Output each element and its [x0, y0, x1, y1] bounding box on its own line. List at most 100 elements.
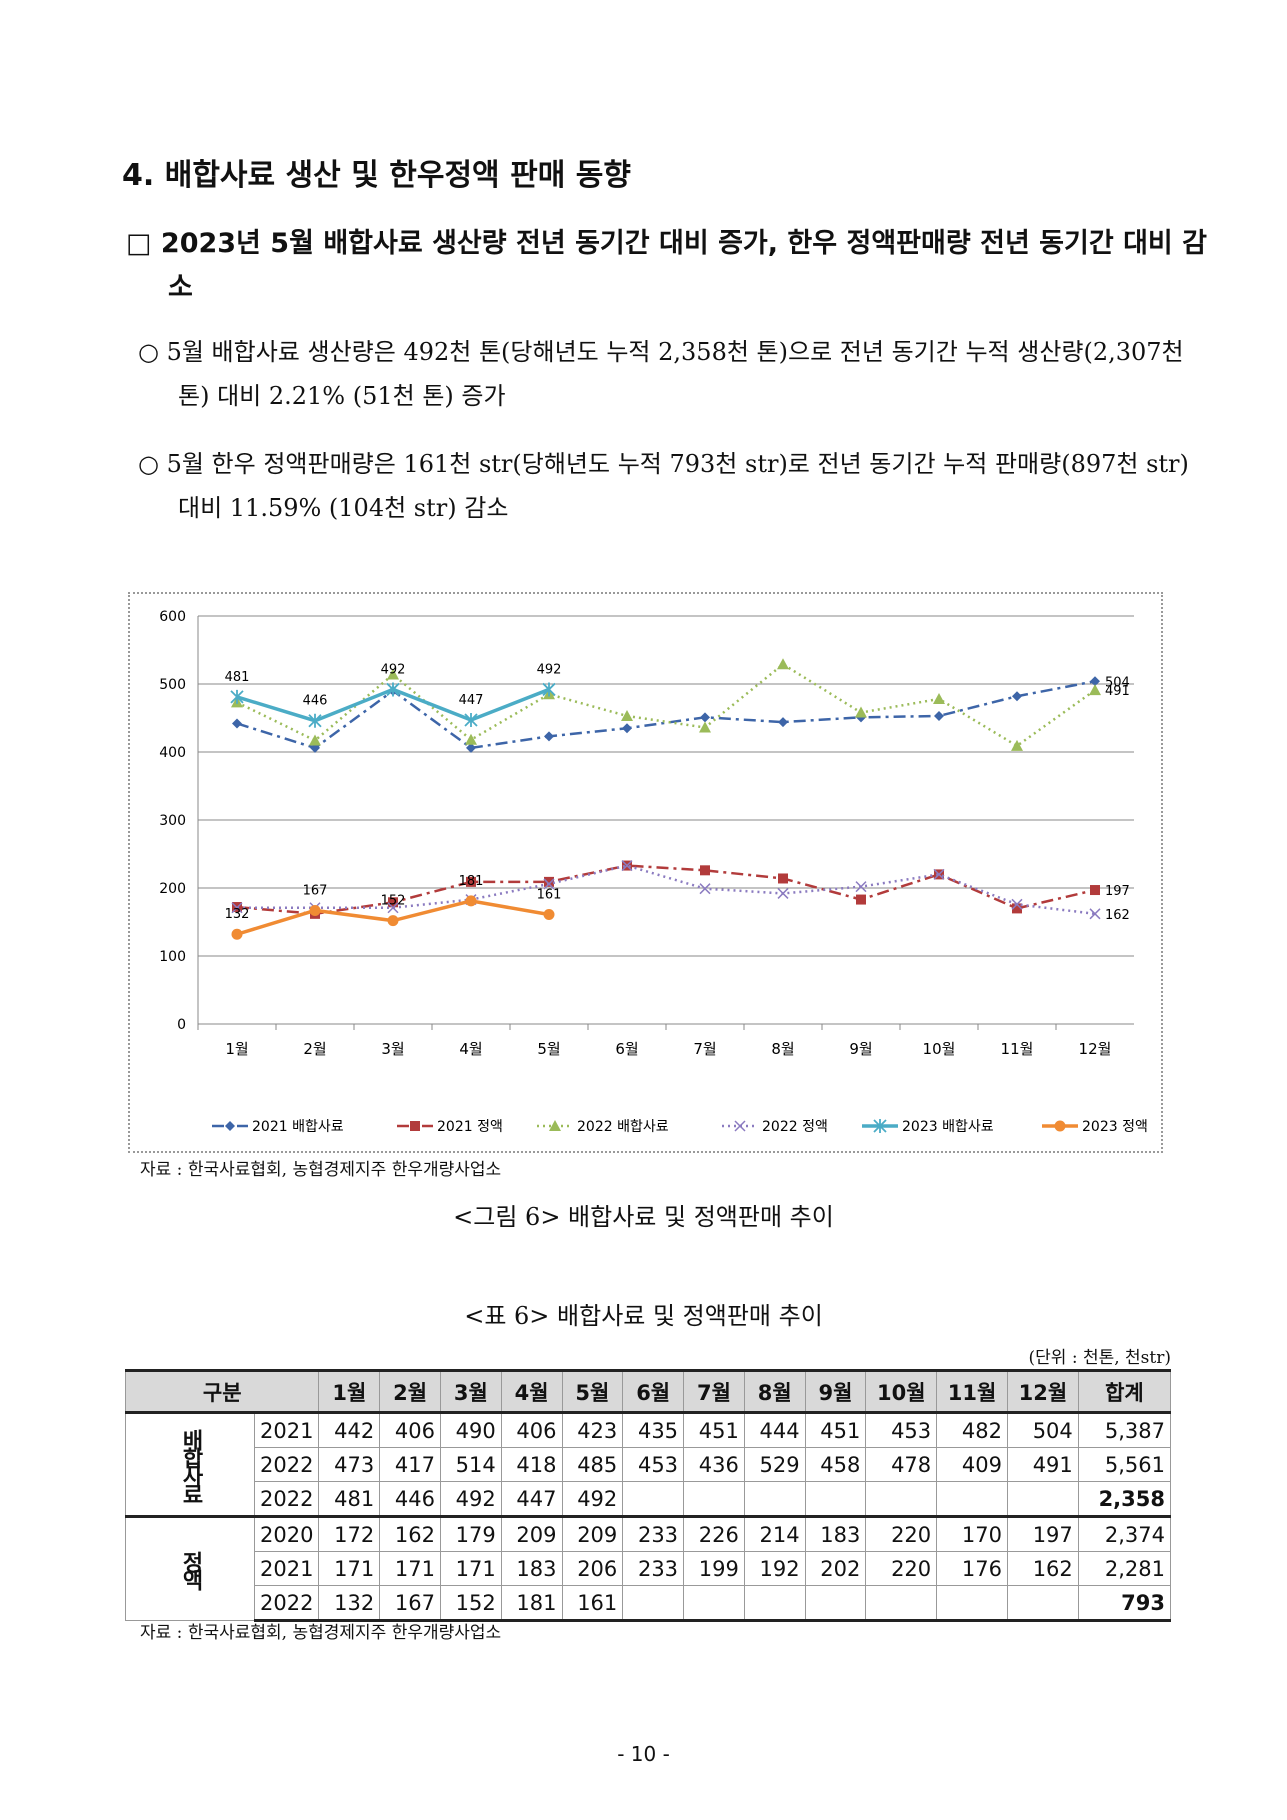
data-label: 492 — [537, 662, 562, 677]
legend-label: 2022 정액 — [762, 1119, 828, 1135]
value-cell: 478 — [865, 1447, 938, 1482]
figure-caption: <그림 6> 배합사료 및 정액판매 추이 — [453, 1203, 834, 1231]
marker — [387, 902, 399, 914]
total-cell: 2,374 — [1077, 1515, 1172, 1552]
legend-item: 2023 배합사료 — [862, 1119, 994, 1135]
value-cell: 162 — [379, 1515, 441, 1552]
marker — [387, 915, 399, 927]
value-cell: 492 — [439, 1481, 502, 1517]
marker — [466, 742, 476, 753]
page-number: - 10 - — [617, 1742, 670, 1766]
marker — [465, 895, 477, 907]
x-tick-label: 4월 — [459, 1040, 482, 1058]
value-cell: 161 — [561, 1585, 624, 1622]
value-cell: 417 — [379, 1447, 441, 1482]
marker — [856, 894, 866, 905]
value-cell: 529 — [743, 1447, 806, 1482]
marker — [230, 689, 244, 704]
value-cell: 436 — [683, 1447, 745, 1482]
marker — [410, 1121, 420, 1131]
value-cell: 406 — [379, 1411, 441, 1448]
x-tick-label: 5월 — [537, 1040, 560, 1058]
data-label: 447 — [459, 693, 484, 708]
x-tick-label: 10월 — [923, 1040, 956, 1058]
value-cell — [683, 1585, 745, 1622]
value-cell: 176 — [936, 1551, 1008, 1586]
table-row: 정액 2020 172 162 179 209 209 233 226 214 183 220 170 1… — [125, 1515, 1172, 1621]
y-tick-label: 600 — [159, 609, 186, 625]
marker — [543, 878, 555, 890]
x-tick-label: 11월 — [1001, 1040, 1034, 1058]
marker — [1054, 1120, 1066, 1132]
value-cell — [683, 1481, 745, 1517]
value-cell: 446 — [379, 1481, 441, 1517]
marker — [310, 742, 320, 753]
heading: 4. 배합사료 생산 및 한우정액 판매 동향 — [122, 158, 631, 193]
value-cell — [936, 1481, 1008, 1517]
header-cell: 4월 — [500, 1369, 563, 1414]
marker — [700, 865, 710, 876]
year-cell: 2022 — [253, 1447, 320, 1482]
legend-item: 2021 배합사료 — [212, 1119, 344, 1135]
series-line — [236, 864, 1096, 916]
marker — [543, 909, 555, 921]
marker — [1089, 684, 1101, 696]
marker — [933, 692, 945, 704]
value-cell: 447 — [500, 1481, 563, 1517]
value-cell: 233 — [622, 1551, 685, 1586]
value-cell — [804, 1585, 867, 1622]
value-cell: 220 — [865, 1515, 938, 1552]
header-cell: 2월 — [379, 1369, 441, 1414]
value-cell: 162 — [1006, 1551, 1079, 1586]
data-label: 446 — [303, 694, 328, 709]
header-cell: 3월 — [439, 1369, 502, 1414]
header-cell: 6월 — [622, 1369, 685, 1414]
data-label: 132 — [225, 907, 250, 922]
header-cell: 합계 — [1077, 1369, 1172, 1414]
x-tick-label: 12월 — [1079, 1040, 1112, 1058]
data-label: 491 — [1105, 684, 1130, 699]
value-cell: 179 — [439, 1515, 502, 1552]
marker — [855, 706, 867, 718]
value-cell: 206 — [561, 1551, 624, 1586]
value-cell: 171 — [439, 1551, 502, 1586]
value-cell: 199 — [683, 1551, 745, 1586]
table-unit: (단위 : 천톤, 천str) — [1028, 1348, 1172, 1368]
value-cell: 453 — [865, 1411, 938, 1448]
value-cell: 209 — [561, 1515, 624, 1552]
value-cell: 220 — [865, 1551, 938, 1586]
value-cell: 197 — [1006, 1515, 1079, 1552]
legend-item: 2022 배합사료 — [537, 1119, 669, 1135]
x-tick-label: 2월 — [303, 1040, 326, 1058]
data-label: 181 — [459, 874, 484, 889]
marker — [466, 876, 476, 887]
header-cell: 구분 — [124, 1369, 320, 1414]
value-cell: 233 — [622, 1515, 685, 1552]
year-cell: 2021 — [253, 1411, 320, 1448]
marker — [309, 734, 321, 746]
legend-label: 2022 배합사료 — [577, 1119, 669, 1135]
table-row: 2021 171 171 171 183 206 233 199 192 202 220 176 162… — [126, 1551, 1172, 1586]
value-cell: 473 — [318, 1447, 381, 1482]
marker — [778, 717, 788, 728]
table-row: 2022 132 167 152 181 161 793 — [126, 1585, 1172, 1622]
value-cell — [936, 1585, 1008, 1622]
marker — [464, 713, 478, 728]
series-line — [236, 680, 1096, 750]
value-cell: 451 — [804, 1411, 867, 1448]
value-cell: 490 — [439, 1411, 502, 1448]
marker — [542, 682, 556, 697]
marker — [622, 723, 632, 734]
marker — [1089, 908, 1101, 920]
marker — [549, 1120, 561, 1131]
marker — [777, 658, 789, 670]
data-table: 구분 1월 2월 3월 4월 5월 6월 7월 8월 9월 10월 11월 12월 합계 배합사료 2021 4… — [124, 1369, 1172, 1622]
value-cell: 514 — [439, 1447, 502, 1482]
total-cell: 793 — [1077, 1585, 1172, 1622]
marker — [308, 713, 322, 728]
marker — [232, 718, 242, 729]
value-cell — [804, 1481, 867, 1517]
marker — [734, 1120, 746, 1132]
value-cell: 181 — [500, 1585, 563, 1622]
data-label: 504 — [1105, 675, 1130, 690]
